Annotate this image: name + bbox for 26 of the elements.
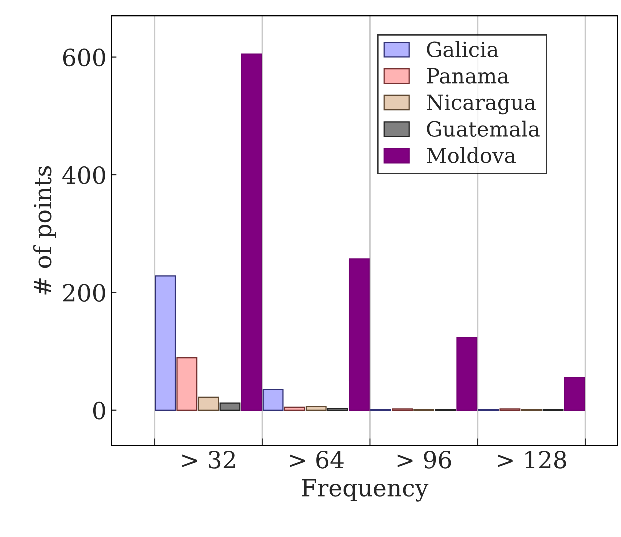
bar	[220, 402, 241, 411]
bar	[176, 357, 198, 411]
y-tick-label: 200	[63, 284, 106, 302]
legend-label: Moldova	[427, 147, 516, 164]
bar	[155, 276, 176, 411]
y-axis-title: # of points	[33, 166, 56, 295]
y-tick-label: 400	[62, 166, 106, 184]
legend-label: Panama	[427, 68, 509, 84]
bar	[456, 337, 478, 411]
bar	[198, 396, 220, 411]
bar	[348, 258, 370, 411]
bar	[241, 54, 262, 411]
bar	[564, 377, 586, 411]
x-axis-title: Frequency	[302, 479, 429, 502]
x-tick-label: > 32	[182, 450, 236, 469]
x-tick-label: > 64	[290, 450, 344, 469]
x-tick-label: > 128	[498, 450, 566, 469]
x-tick-label: > 96	[398, 450, 452, 469]
bar	[284, 406, 306, 411]
legend-label: Guatemala	[427, 120, 540, 138]
bar	[306, 406, 327, 411]
y-tick-label: 600	[63, 48, 106, 67]
y-tick-label: 0	[93, 402, 106, 420]
legend-label: Nicaragua	[427, 94, 536, 115]
legend-label: Galicia	[427, 41, 499, 58]
bar	[262, 389, 284, 411]
